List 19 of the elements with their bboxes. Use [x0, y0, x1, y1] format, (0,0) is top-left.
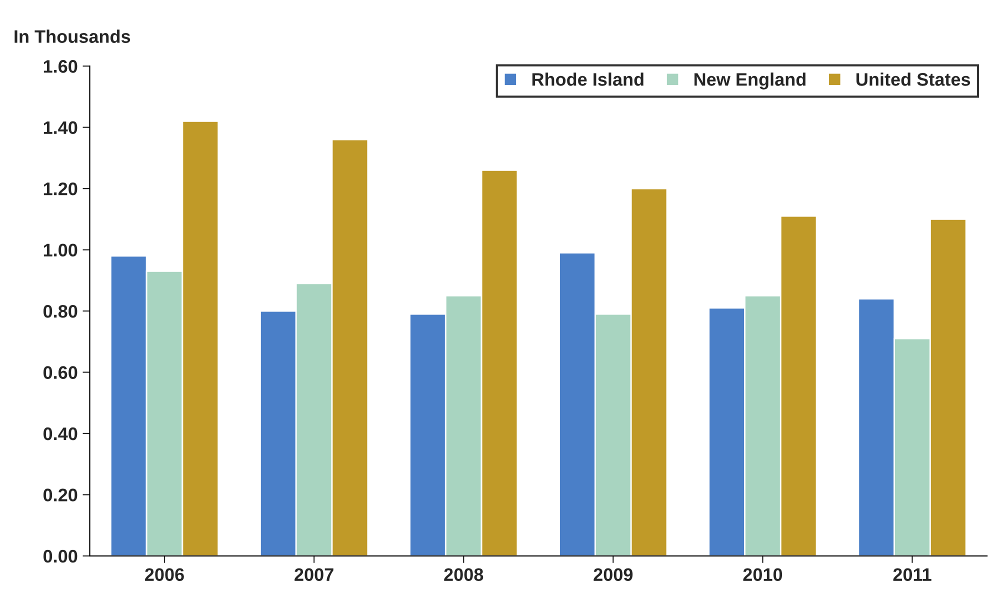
- legend-label: New England: [694, 72, 806, 90]
- y-tick-label: 1.40: [44, 121, 78, 134]
- x-tick-label: 2008: [444, 568, 484, 581]
- y-tick-label: 0.20: [44, 488, 78, 502]
- x-tick-label: 2011: [893, 568, 932, 581]
- legend-label: United States: [856, 72, 970, 86]
- y-tick-label: 0.40: [44, 427, 78, 440]
- x-tick-label: 2010: [743, 568, 782, 581]
- legend-label: Rhode Island: [532, 72, 644, 86]
- y-axis-title: In Thousands: [14, 30, 130, 43]
- y-tick-label: 1.00: [44, 244, 78, 257]
- y-tick-label: 0.60: [44, 366, 78, 379]
- x-tick-label: 2009: [594, 568, 633, 581]
- x-tick-label: 2007: [294, 568, 334, 581]
- y-tick-label: 1.60: [44, 60, 78, 73]
- y-tick-label: 1.20: [44, 182, 78, 196]
- x-tick-label: 2006: [145, 568, 184, 581]
- y-tick-label: 0.80: [44, 304, 78, 318]
- y-tick-label: 0.00: [44, 550, 78, 563]
